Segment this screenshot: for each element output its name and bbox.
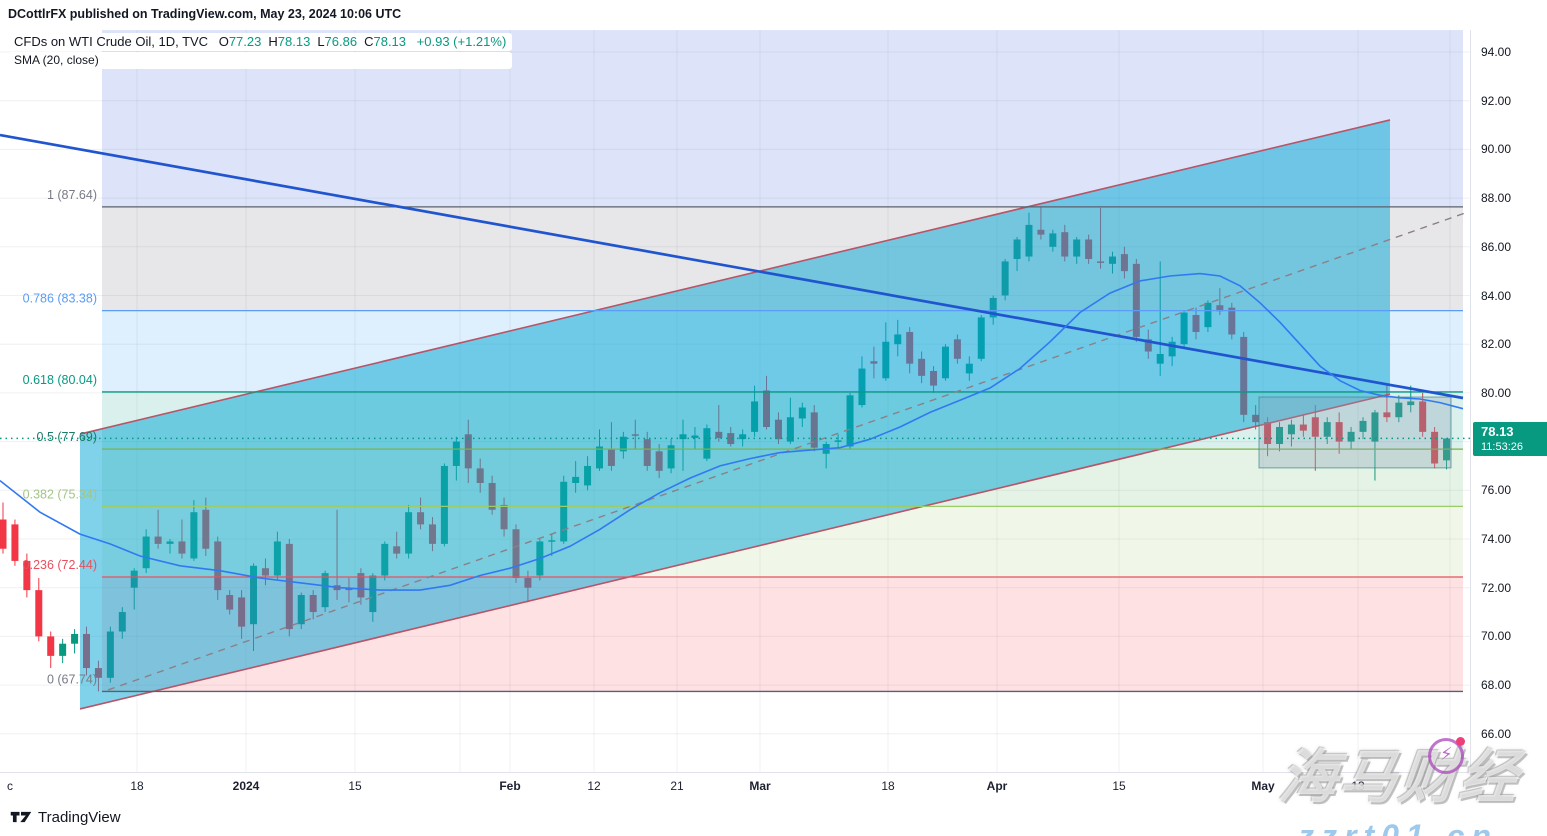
price-tick-label: 68.00 [1481,678,1512,693]
time-tick-label: 18 [881,779,895,793]
price-tick-label: 66.00 [1481,726,1512,741]
fib-level-label: 0.236 (72.44) [23,558,97,572]
tradingview-logo-text: TradingView [38,808,121,826]
time-tick-label: 15 [1112,779,1126,793]
bar-countdown: 11:53:26 [1481,440,1524,453]
ohlc-key: L [317,34,325,49]
price-tick-label: 76.00 [1481,483,1512,498]
last-price-label: 78.13 11:53:26 [1473,422,1547,457]
candle-body [1335,422,1343,442]
candle-body [1395,402,1403,418]
price-tick-label: 94.00 [1481,45,1512,59]
chart-legend[interactable]: CFDs on WTI Crude Oil, 1D, TVC O77.23 H78… [8,33,513,70]
candle-body [1276,426,1284,445]
time-tick-label: May [1251,779,1275,793]
sma-indicator-legend[interactable]: SMA (20, close) [8,52,513,69]
price-tick-label: 74.00 [1481,532,1512,546]
candle-body [0,519,7,549]
candle-body [1359,420,1367,432]
ohlc-key: C [364,34,374,49]
time-tick-label: 12 [587,779,601,793]
price-tick-label: 92.00 [1481,93,1512,108]
fib-level-label: 0 (67.74) [47,672,97,686]
price-tick-label: 88.00 [1481,191,1512,206]
ohlc-value: 77.23 [228,34,262,49]
ohlc-value: 78.13 [373,34,407,49]
footer-bar: TradingView [0,800,1547,836]
price-tick-label: 90.00 [1481,142,1512,157]
symbol-title: CFDs on WTI Crude Oil, 1D, TVC [14,34,209,49]
time-tick-label: Mar [749,779,771,793]
ohlc-key: H [268,34,278,49]
ohlc-key: O [218,34,229,49]
tradingview-logo[interactable]: TradingView [10,808,121,826]
candle-body [1383,412,1391,418]
channel-lower-line [79,393,1391,710]
tradingview-logo-icon [10,811,32,823]
price-tick-label: 72.00 [1481,580,1512,595]
consolidation-box [1258,396,1452,469]
candle-body [1311,417,1319,437]
candle-body [1347,431,1355,442]
symbol-legend-row[interactable]: CFDs on WTI Crude Oil, 1D, TVC O77.23 H78… [8,33,513,51]
fib-level-label: 0.5 (77.69) [37,430,97,444]
candle-body [11,524,19,561]
time-tick-label: Apr [986,779,1008,793]
fib-level-label: 1 (87.64) [47,188,97,202]
price-axis[interactable]: 78.13 11:53:26 94.00 92.00 90.00 88.00 86.00… [1470,30,1547,772]
sma-line [0,272,1464,591]
channel-upper-line [79,119,1391,435]
candle-body [1407,401,1415,406]
fib-level-label: 0.618 (80.04) [23,373,97,387]
last-price-value: 78.13 [1481,424,1514,440]
descending-trendline [0,133,1464,400]
time-tick-label: Feb [499,779,521,793]
candle-body [1287,424,1295,435]
candle-body [71,633,79,644]
change-value: +0.93 (+1.21%) [416,34,507,49]
candle-body [35,590,43,637]
time-axis[interactable]: c 18 2024 15 Feb 12 21 Mar 18 Apr 15 May 13 [0,772,1470,801]
ohlc-value: 76.86 [324,34,358,49]
price-tick-label: 80.00 [1481,385,1512,400]
price-tick-label: 84.00 [1481,288,1512,303]
candle-body [23,560,31,591]
time-tick-label: 18 [130,779,144,793]
publisher-bar: DCottlrFX published on TradingView.com, … [0,0,1547,30]
candle-body [1431,431,1439,464]
publisher-text: DCottlrFX published on TradingView.com, … [8,7,402,21]
trend-channel-fill [80,119,1390,709]
time-tick-label: c [7,779,13,793]
time-tick-label: 21 [670,779,684,793]
candle-body [1323,422,1331,437]
candle-body [47,636,55,656]
candle-body [59,643,67,656]
ohlc-value: 78.13 [277,34,311,49]
candle-body [1299,424,1307,431]
price-tick-label: 70.00 [1481,629,1512,644]
candle-body [1371,412,1379,442]
price-tick-label: 86.00 [1481,239,1512,254]
time-tick-label: 13 [1351,779,1365,793]
price-tick-label: 82.00 [1481,337,1512,352]
ohlc-values: O77.23 H78.13 L76.86 C78.13 [212,34,406,49]
dashed-trendline [107,211,1469,691]
time-tick-label: 15 [348,779,362,793]
fib-level-label: 0.786 (83.38) [23,292,97,306]
candle-body [1264,422,1272,445]
time-tick-label: 2024 [232,779,260,793]
fib-level-label: 0.382 (75.34) [23,487,97,501]
candle-body [1419,401,1427,432]
